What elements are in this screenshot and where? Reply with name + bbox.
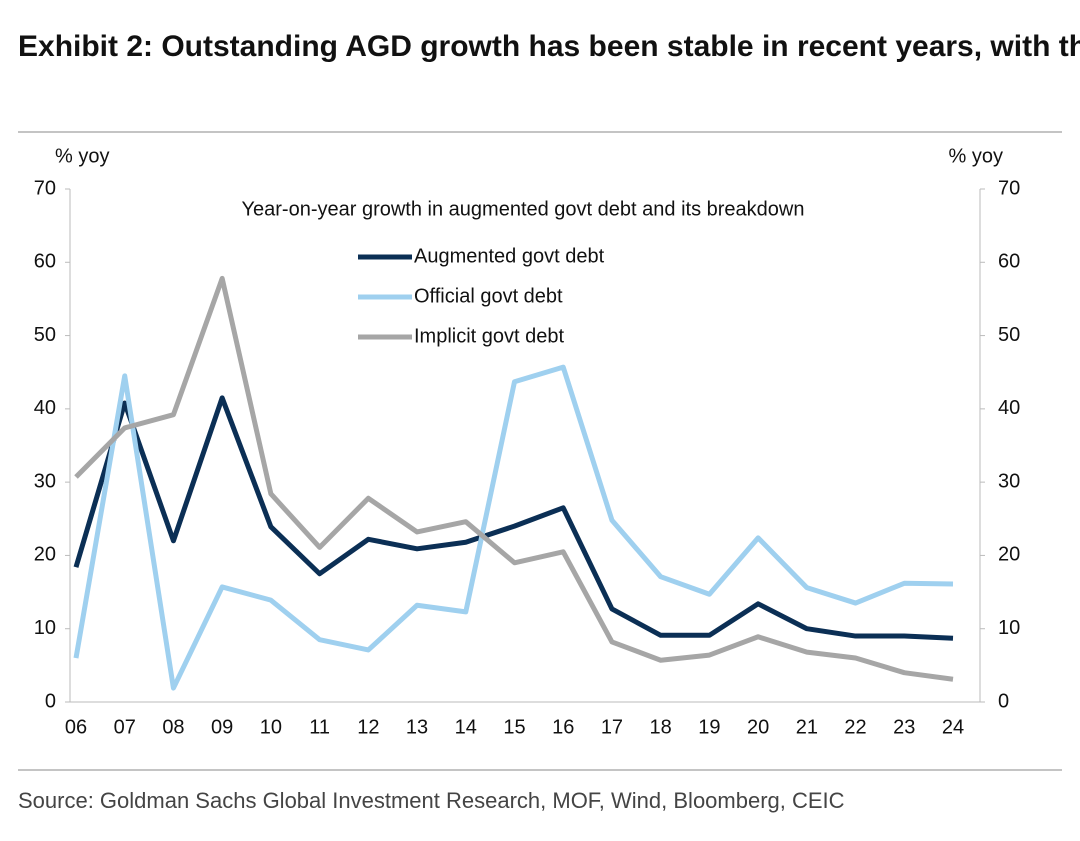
y-tick-label: 40 [34, 397, 56, 419]
y-tick-label: 10 [34, 617, 56, 639]
x-tick-label: 22 [844, 716, 866, 738]
x-tick-label: 14 [455, 716, 477, 738]
y2-tick-label: 30 [998, 470, 1020, 492]
series-line [73, 395, 954, 641]
y2-tick-label: 60 [998, 251, 1020, 273]
x-tick-label: 15 [503, 716, 525, 738]
x-tick-label: 06 [65, 716, 87, 738]
y2-tick-label: 0 [998, 690, 1009, 712]
x-tick-label: 11 [309, 716, 330, 738]
x-tick-label: 21 [796, 716, 818, 738]
y-tick-label: 20 [34, 544, 56, 566]
y2-tick-label: 50 [998, 324, 1020, 346]
x-tick-label: 19 [698, 716, 720, 738]
y-tick-label: 30 [34, 470, 56, 492]
x-tick-label: 12 [357, 716, 379, 738]
y-tick-label: 70 [34, 177, 56, 199]
x-tick-label: 20 [747, 716, 769, 738]
x-tick-label: 18 [650, 716, 672, 738]
x-tick-label: 16 [552, 716, 574, 738]
chart-title: Exhibit 2: Outstanding AGD growth has be… [18, 30, 1080, 63]
series-line [74, 275, 954, 682]
legend-label: Augmented govt debt [414, 245, 605, 267]
y-tick-label: 60 [34, 251, 56, 273]
y2-tick-label: 40 [998, 397, 1020, 419]
subtitle: Year-on-year growth in augmented govt de… [242, 198, 805, 220]
x-tick-label: 13 [406, 716, 428, 738]
x-tick-label: 09 [211, 716, 233, 738]
y2-tick-label: 20 [998, 544, 1020, 566]
x-tick-label: 07 [114, 716, 136, 738]
y-tick-label: 0 [45, 690, 56, 712]
y-axis-label: % yoy [55, 145, 109, 167]
y2-tick-label: 70 [998, 177, 1020, 199]
legend-label: Official govt debt [414, 285, 563, 307]
x-tick-label: 23 [893, 716, 915, 738]
legend-label: Implicit govt debt [414, 325, 565, 347]
y2-tick-label: 10 [998, 617, 1020, 639]
y2-axis-label: % yoy [949, 145, 1003, 167]
x-tick-label: 10 [260, 716, 282, 738]
x-tick-label: 17 [601, 716, 623, 738]
y-tick-label: 50 [34, 324, 56, 346]
x-tick-label: 08 [162, 716, 184, 738]
x-tick-label: 24 [942, 716, 964, 738]
source: Source: Goldman Sachs Global Investment … [18, 788, 845, 813]
series-line [73, 364, 954, 691]
